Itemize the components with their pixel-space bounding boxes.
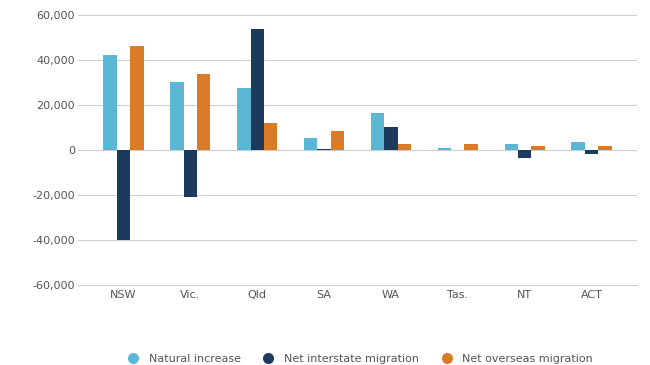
- Bar: [531, 146, 545, 150]
- Bar: [317, 149, 331, 150]
- Bar: [371, 112, 384, 150]
- Legend: Natural increase, Net interstate migration, Net overseas migration: Natural increase, Net interstate migrati…: [118, 350, 597, 365]
- Bar: [465, 144, 478, 150]
- Bar: [437, 148, 451, 150]
- Bar: [130, 46, 144, 150]
- Bar: [103, 55, 117, 150]
- Bar: [331, 131, 344, 150]
- Bar: [250, 29, 264, 150]
- Bar: [398, 144, 411, 150]
- Bar: [117, 150, 130, 240]
- Bar: [304, 138, 317, 150]
- Bar: [518, 150, 531, 158]
- Bar: [170, 82, 184, 150]
- Bar: [184, 150, 197, 197]
- Bar: [264, 123, 278, 150]
- Bar: [384, 127, 398, 150]
- Bar: [504, 144, 518, 150]
- Bar: [585, 150, 598, 154]
- Bar: [598, 146, 612, 150]
- Bar: [571, 142, 585, 150]
- Bar: [237, 88, 250, 150]
- Bar: [197, 74, 211, 150]
